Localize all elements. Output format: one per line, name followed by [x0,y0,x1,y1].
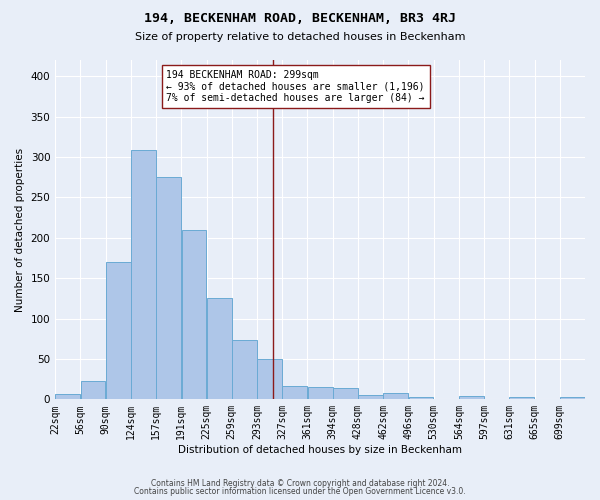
Bar [358,396,383,400]
Bar [131,150,156,400]
Text: Contains public sector information licensed under the Open Government Licence v3: Contains public sector information licen… [134,487,466,496]
Bar [409,397,433,400]
Text: 194, BECKENHAM ROAD, BECKENHAM, BR3 4RJ: 194, BECKENHAM ROAD, BECKENHAM, BR3 4RJ [144,12,456,26]
Text: 194 BECKENHAM ROAD: 299sqm
← 93% of detached houses are smaller (1,196)
7% of se: 194 BECKENHAM ROAD: 299sqm ← 93% of deta… [166,70,425,103]
Bar [182,230,206,400]
Text: Size of property relative to detached houses in Beckenham: Size of property relative to detached ho… [135,32,465,42]
Bar [308,387,332,400]
Bar [560,397,585,400]
Bar [232,340,257,400]
Bar [459,396,484,400]
Bar [106,262,131,400]
X-axis label: Distribution of detached houses by size in Beckenham: Distribution of detached houses by size … [178,445,462,455]
Y-axis label: Number of detached properties: Number of detached properties [15,148,25,312]
Bar [333,388,358,400]
Bar [383,393,408,400]
Bar [156,177,181,400]
Text: Contains HM Land Registry data © Crown copyright and database right 2024.: Contains HM Land Registry data © Crown c… [151,478,449,488]
Bar [509,397,535,400]
Bar [80,381,106,400]
Bar [55,394,80,400]
Bar [283,386,307,400]
Bar [207,298,232,400]
Bar [257,359,282,400]
